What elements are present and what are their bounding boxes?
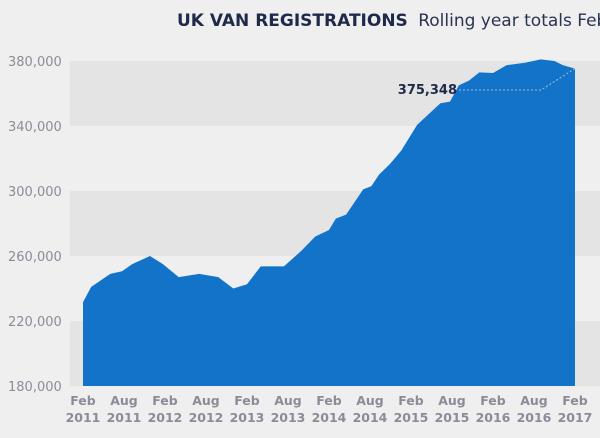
y-tick-label: 180,000 [8, 380, 62, 395]
x-tick-year: 2013 [230, 410, 265, 425]
x-tick-label: Feb 2013 [230, 393, 265, 425]
x-tick-month: Feb [316, 393, 342, 408]
annotation-leader-line [459, 68, 576, 91]
x-tick-month: Feb [234, 393, 260, 408]
x-tick-month: Aug [356, 393, 384, 408]
x-tick-label: Aug 2015 [435, 393, 470, 425]
x-tick-year: 2012 [189, 410, 224, 425]
annotation-label: 375,348 [398, 83, 457, 98]
x-tick-month: Aug [192, 393, 220, 408]
x-tick-year: 2011 [66, 410, 101, 425]
x-tick-month: Feb [398, 393, 424, 408]
y-tick-label: 380,000 [8, 55, 62, 70]
x-tick-label: Feb 2014 [312, 393, 347, 425]
x-tick-year: 2011 [107, 410, 142, 425]
x-tick-year: 2012 [148, 410, 183, 425]
y-tick-label: 300,000 [8, 185, 62, 200]
x-tick-year: 2013 [271, 410, 306, 425]
x-tick-month: Aug [274, 393, 302, 408]
x-tick-year: 2016 [476, 410, 511, 425]
x-tick-month: Feb [152, 393, 178, 408]
x-tick-month: Aug [438, 393, 466, 408]
x-tick-month: Aug [110, 393, 138, 408]
x-tick-label: Aug 2014 [353, 393, 388, 425]
x-tick-year: 2016 [517, 410, 552, 425]
x-tick-label: Feb 2017 [558, 393, 593, 425]
x-tick-label: Feb 2011 [66, 393, 101, 425]
registrations-area [83, 59, 575, 387]
x-tick-label: Feb 2016 [476, 393, 511, 425]
x-tick-year: 2014 [353, 410, 388, 425]
x-tick-label: Feb 2012 [148, 393, 183, 425]
chart-title-main: UK VAN REGISTRATIONS [177, 11, 408, 31]
x-tick-year: 2017 [558, 410, 593, 425]
x-tick-label: Aug 2016 [517, 393, 552, 425]
y-tick-label: 340,000 [8, 120, 62, 135]
x-tick-month: Feb [70, 393, 96, 408]
x-tick-label: Feb 2015 [394, 393, 429, 425]
x-tick-month: Feb [480, 393, 506, 408]
x-tick-label: Aug 2012 [189, 393, 224, 425]
x-tick-year: 2014 [312, 410, 347, 425]
x-tick-year: 2015 [394, 410, 429, 425]
y-tick-label: 260,000 [8, 250, 62, 265]
x-tick-year: 2015 [435, 410, 470, 425]
y-tick-label: 220,000 [8, 315, 62, 330]
x-tick-label: Aug 2011 [107, 393, 142, 425]
x-tick-label: Aug 2013 [271, 393, 306, 425]
chart-subtitle: Rolling year totals February 2011 to dat… [418, 11, 600, 31]
chart-title: UK VAN REGISTRATIONS Rolling year totals… [177, 11, 600, 31]
x-tick-month: Feb [562, 393, 588, 408]
x-tick-month: Aug [520, 393, 548, 408]
